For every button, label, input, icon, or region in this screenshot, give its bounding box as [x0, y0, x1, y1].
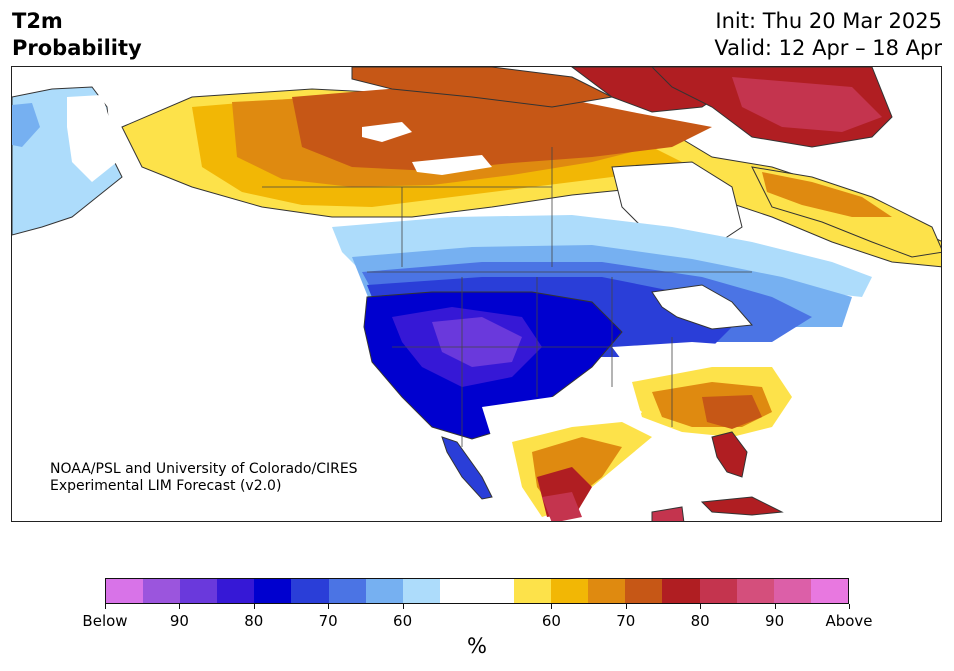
region-mexico-core: [542, 492, 582, 521]
region-cuba: [700, 496, 784, 516]
colorbar-tick-label: 80: [690, 612, 710, 630]
colorbar-below-2: [180, 579, 218, 603]
colorbar-tick-label: 90: [765, 612, 785, 630]
colorbar-tick-mark: [328, 604, 330, 609]
colorbar-tick-label: Above: [825, 612, 873, 630]
colorbar-tick-mark: [253, 604, 255, 609]
colorbar-tick-mark: [849, 604, 850, 609]
colorbar-tick-mark: [625, 604, 627, 609]
colorbar-above-6: [736, 579, 774, 603]
colorbar-tick-label: Below: [82, 612, 128, 630]
region-caribbean: [651, 506, 685, 521]
colorbar-tick-mark: [402, 604, 404, 609]
colorbar-tick-mark: [700, 604, 702, 609]
init-date: Init: Thu 20 Mar 2025: [715, 9, 942, 33]
region-southeast-red: [702, 395, 762, 429]
colorbar-below-0: [106, 579, 144, 603]
lake-great-slave: [412, 155, 492, 175]
colorbar-below-5: [291, 579, 329, 603]
colorbar-tick-label: 60: [393, 612, 413, 630]
region-western-purple: [432, 317, 522, 367]
colorbar: [105, 578, 849, 604]
credit-line1: NOAA/PSL and University of Colorado/CIRE…: [50, 461, 358, 477]
credit-line2: Experimental LIM Forecast (v2.0): [50, 478, 282, 494]
valid-date: Valid: 12 Apr – 18 Apr: [714, 36, 942, 60]
colorbar-unit: %: [467, 634, 487, 658]
probability-map[interactable]: NOAA/PSL and University of Colorado/CIRE…: [11, 66, 942, 522]
colorbar-tick-mark: [179, 604, 181, 609]
colorbar-tick-label: 70: [616, 612, 636, 630]
colorbar-below-4: [254, 579, 292, 603]
colorbar-above-3: [625, 579, 663, 603]
colorbar-above-4: [662, 579, 700, 603]
region-greenland-core: [732, 77, 882, 132]
colorbar-above-7: [773, 579, 811, 603]
region-baja: [441, 436, 493, 500]
title-block: T2m Probability: [12, 8, 142, 62]
variable-title: T2m: [12, 9, 63, 33]
colorbar-above-2: [588, 579, 626, 603]
colorbar-tick-label: 70: [318, 612, 338, 630]
region-labrador-orange: [762, 172, 892, 217]
lake-great-bear: [362, 122, 412, 142]
colorbar-above-0: [514, 579, 552, 603]
colorbar-tick-mark: [774, 604, 776, 609]
region-alaska-neutral: [67, 95, 117, 182]
colorbar-below-8: [402, 579, 440, 603]
date-block: Init: Thu 20 Mar 2025 Valid: 12 Apr – 18…: [714, 8, 942, 62]
colorbar-above-8: [810, 579, 848, 603]
colorbar-tick-mark: [105, 604, 106, 609]
colorbar-above-1: [551, 579, 589, 603]
colorbar-tick-label: 90: [169, 612, 189, 630]
great-lakes: [651, 284, 754, 330]
region-florida: [711, 431, 748, 478]
field-title: Probability: [12, 36, 142, 60]
colorbar-below-1: [143, 579, 181, 603]
colorbar-above-5: [699, 579, 737, 603]
political-borders: [262, 147, 752, 447]
colorbar-below-3: [217, 579, 255, 603]
colorbar-tick-label: 60: [541, 612, 561, 630]
colorbar-neutral: [439, 579, 515, 603]
credit-text: NOAA/PSL and University of Colorado/CIRE…: [50, 461, 358, 495]
colorbar-tick-mark: [551, 604, 553, 609]
region-arctic-islands: [351, 67, 614, 108]
region-alaska-dark: [12, 103, 40, 147]
colorbar-below-6: [328, 579, 366, 603]
colorbar-tick-label: 80: [244, 612, 264, 630]
colorbar-below-7: [365, 579, 403, 603]
region-canada-rust: [292, 87, 712, 171]
map-canvas: [12, 67, 941, 521]
